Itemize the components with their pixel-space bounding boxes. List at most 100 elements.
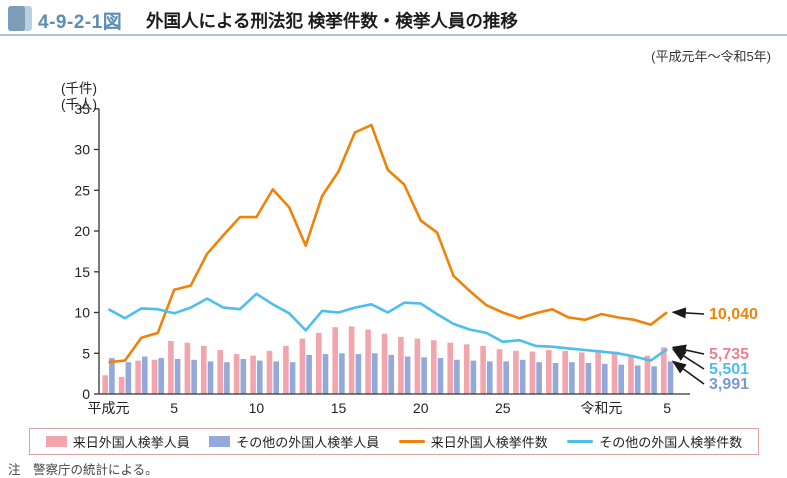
- bar: [513, 350, 519, 394]
- annotation-arrow: [671, 360, 705, 385]
- bar: [191, 359, 197, 394]
- bar: [224, 362, 230, 394]
- bar: [257, 360, 263, 394]
- bar: [651, 366, 657, 394]
- svg-text:10: 10: [74, 305, 90, 321]
- bar: [388, 354, 394, 394]
- legend-swatch-other-cases: [567, 439, 594, 444]
- legend-item-other-persons: その他の外国人検挙人員: [209, 432, 379, 451]
- unit-label-persons: (千人): [61, 97, 97, 112]
- bar: [595, 350, 601, 394]
- bar: [644, 355, 651, 394]
- bar: [201, 345, 207, 394]
- bar: [487, 361, 493, 394]
- bar: [546, 350, 552, 394]
- bar: [299, 338, 306, 394]
- x-tick-labels: 平成元 5 10 15 20 25 令和元 5: [88, 400, 672, 416]
- bar: [496, 349, 503, 394]
- bar: [332, 327, 338, 394]
- figure-number: 4-9-2-1図: [38, 12, 123, 33]
- annotation-arrow: [671, 348, 705, 370]
- annotation-arrow: [671, 307, 705, 319]
- legend-item-other-cases: その他の外国人検挙件数: [567, 432, 742, 451]
- svg-text:35: 35: [74, 101, 90, 117]
- bar-series-0: [102, 326, 667, 394]
- svg-text:0: 0: [82, 386, 90, 402]
- y-tick-labels: 0 5 10 15 20 25 30 35: [74, 101, 90, 402]
- svg-text:15: 15: [74, 264, 90, 280]
- bar: [454, 359, 460, 394]
- bar: [447, 342, 453, 394]
- bar: [283, 345, 289, 394]
- chart-legend: 来日外国人検挙人員 その他の外国人検挙人員 来日外国人検挙件数 その他の外国人検…: [29, 428, 759, 455]
- bar: [322, 354, 329, 394]
- bar: [184, 342, 191, 394]
- svg-text:15: 15: [331, 400, 347, 416]
- legend-item-raika-cases: 来日外国人検挙件数: [398, 432, 548, 451]
- bar: [151, 359, 158, 394]
- bar: [585, 363, 592, 394]
- bar: [273, 361, 279, 394]
- bar: [437, 358, 444, 394]
- svg-text:平成元: 平成元: [88, 400, 130, 416]
- bar: [661, 347, 667, 394]
- bar: [569, 362, 575, 394]
- combo-chart: 0 5 10 15 20 25 30 35 (千件)(千人) 平成元 5 10 15 20 25 令和元 5 10…: [61, 81, 758, 416]
- source-note: 注 警察庁の統計による。: [8, 463, 158, 477]
- line-series-1: [107, 292, 668, 362]
- bar: [233, 354, 240, 394]
- bar: [289, 362, 296, 394]
- bar: [431, 340, 437, 394]
- legend-item-raika-persons: 来日外国人検挙人員: [45, 432, 190, 451]
- bar: [611, 351, 618, 394]
- bar: [142, 356, 148, 394]
- bar: [125, 362, 132, 394]
- unit-label-cases: (千件): [61, 81, 97, 96]
- header-tab-icon: [8, 6, 25, 31]
- bar: [266, 350, 273, 394]
- svg-text:5: 5: [663, 400, 671, 416]
- bar: [602, 363, 608, 394]
- period-note: (平成元年〜令和5年): [651, 49, 771, 64]
- bar: [381, 333, 388, 394]
- bar: [240, 359, 247, 394]
- bar: [174, 359, 181, 394]
- bar: [168, 341, 174, 394]
- bar: [339, 353, 345, 395]
- bar: [578, 352, 585, 394]
- bar: [628, 354, 634, 394]
- bar-series-1: [109, 353, 674, 395]
- bar: [414, 338, 421, 394]
- bar: [398, 336, 404, 394]
- bar: [667, 361, 674, 394]
- bar: [355, 354, 362, 394]
- line-series-0: [108, 123, 668, 364]
- legend-swatch-other-persons: [209, 436, 231, 447]
- bar: [158, 358, 164, 394]
- svg-text:25: 25: [74, 182, 90, 198]
- bar: [529, 351, 536, 394]
- bar: [316, 332, 322, 394]
- end-value-label: 5,735: [709, 346, 749, 363]
- bar: [480, 345, 486, 394]
- svg-text:25: 25: [495, 400, 511, 416]
- legend-swatch-raika-cases: [398, 439, 425, 444]
- svg-text:令和元: 令和元: [580, 400, 622, 416]
- bar: [634, 365, 641, 394]
- figure-header: 4-9-2-1図 外国人による刑法犯 検挙件数・検挙人員の推移: [0, 5, 787, 36]
- bar: [404, 356, 411, 394]
- bar: [372, 353, 378, 395]
- svg-text:30: 30: [74, 142, 90, 158]
- legend-label: 来日外国人検挙人員: [72, 435, 190, 450]
- legend-swatch-raika-persons: [45, 436, 67, 447]
- bar: [421, 357, 427, 394]
- svg-text:20: 20: [74, 223, 90, 239]
- end-value-label: 10,040: [709, 306, 758, 323]
- axes: [94, 108, 690, 395]
- bar: [135, 360, 141, 394]
- end-value-label: 5,501: [709, 361, 749, 378]
- svg-text:5: 5: [82, 345, 90, 361]
- legend-label: 来日外国人検挙件数: [430, 435, 548, 450]
